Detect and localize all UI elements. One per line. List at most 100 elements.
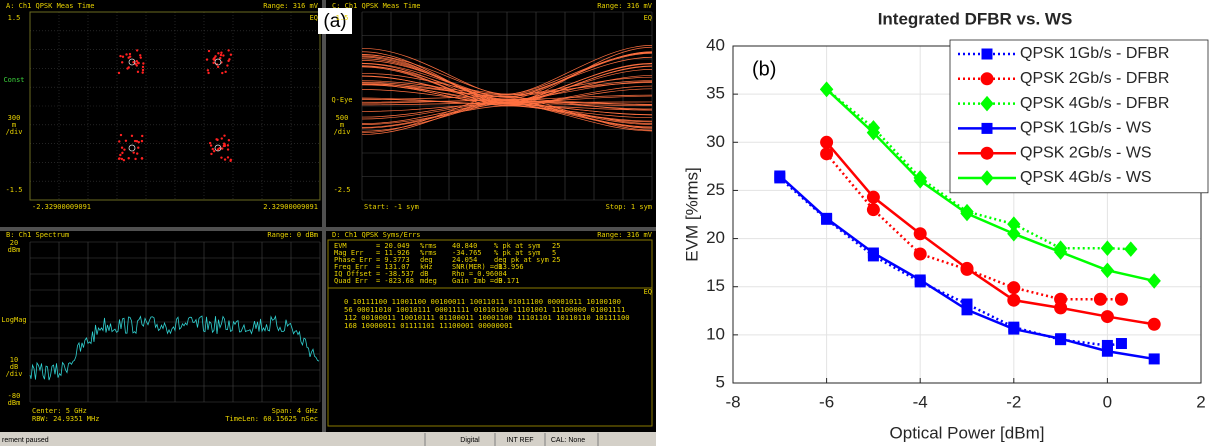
marker	[1115, 293, 1127, 305]
marker	[1008, 282, 1020, 294]
label: Range: 316 mV	[597, 2, 653, 10]
constellation-dot	[214, 55, 216, 57]
marker	[1056, 334, 1066, 344]
marker	[1008, 294, 1020, 306]
marker	[981, 147, 993, 159]
constellation-dot	[140, 56, 142, 58]
page: rement pausedDigitalINT REFCAL: NoneA: C…	[0, 0, 1210, 446]
constellation-dot	[220, 52, 222, 54]
marker	[867, 191, 879, 203]
constellation-dot	[220, 54, 222, 56]
constellation-dot	[210, 144, 212, 146]
constellation-dot	[142, 71, 144, 73]
status-text: CAL: None	[551, 437, 585, 444]
constellation-dot	[128, 66, 130, 68]
constellation-dot	[217, 66, 219, 68]
constellation-dot	[118, 140, 120, 142]
marker	[1055, 302, 1067, 314]
label: -6	[819, 392, 834, 411]
divider	[322, 0, 326, 432]
legend-label: QPSK 2Gb/s - WS	[1020, 144, 1152, 161]
marker	[1102, 346, 1112, 356]
label: Range: 0 dBm	[267, 231, 318, 239]
constellation-dot	[142, 62, 144, 64]
label: RBW: 24.9351 MHz	[32, 415, 99, 423]
constellation-dot	[141, 157, 143, 159]
constellation-dot	[228, 58, 230, 60]
marker	[1149, 354, 1159, 364]
constellation-dot	[128, 157, 130, 159]
constellation-dot	[212, 58, 214, 60]
marker	[821, 136, 833, 148]
constellation-dot	[121, 61, 123, 63]
constellation-dot	[227, 49, 229, 51]
label: Range: 316 mV	[263, 2, 319, 10]
constellation-dot	[223, 143, 225, 145]
label: -8	[725, 392, 740, 411]
label: 25	[552, 256, 560, 264]
label: Q-Eye	[331, 96, 352, 104]
label: 25	[706, 180, 725, 199]
constellation-dot	[207, 69, 209, 71]
constellation-dot	[230, 54, 232, 56]
marker	[1148, 318, 1160, 330]
constellation-dot	[213, 150, 215, 152]
constellation-dot	[227, 156, 229, 158]
constellation-dot	[139, 54, 141, 56]
constellation-dot	[142, 69, 144, 71]
legend-label: QPSK 4Gb/s - DFBR	[1020, 95, 1169, 112]
marker	[914, 248, 926, 260]
legend-label: QPSK 2Gb/s - DFBR	[1020, 70, 1169, 87]
label: Range: 316 mV	[597, 231, 653, 239]
constellation-dot	[120, 134, 122, 136]
constellation-dot	[136, 152, 138, 154]
label: 0	[1103, 392, 1112, 411]
label: 30	[706, 132, 725, 151]
marker	[982, 49, 992, 59]
label: EQ	[644, 14, 652, 22]
label: 168 10000011 01111101 11100001 00000001	[344, 321, 513, 330]
constellation-dot	[207, 72, 209, 74]
label: -2.5	[334, 186, 351, 194]
constellation-dot	[223, 134, 225, 136]
label: LogMag	[1, 316, 26, 324]
label: dBm	[8, 246, 21, 254]
constellation-dot	[125, 53, 127, 55]
label: 2.32900009091	[263, 203, 318, 211]
marker	[915, 275, 925, 285]
constellation-dot	[137, 147, 139, 149]
constellation-dot	[227, 144, 229, 146]
label: -4	[913, 392, 928, 411]
label: Stop: 1 sym	[606, 203, 652, 211]
marker	[961, 262, 973, 274]
constellation-dot	[123, 148, 125, 150]
label: mdeg	[420, 277, 437, 285]
label: 1.5	[336, 14, 349, 22]
label: C: Ch1 QPSK Meas Time	[332, 2, 421, 10]
label: Quad Err	[334, 277, 368, 285]
marker	[982, 123, 992, 133]
constellation-dot	[209, 142, 211, 144]
constellation-dot	[125, 140, 127, 142]
label: 40	[706, 35, 725, 54]
constellation-dot	[118, 72, 120, 74]
constellation-dot	[227, 148, 229, 150]
constellation-dot	[217, 52, 219, 54]
constellation-dot	[121, 147, 123, 149]
constellation-dot	[131, 135, 133, 137]
constellation-dot	[220, 156, 222, 158]
constellation-dot	[224, 71, 226, 73]
marker	[914, 228, 926, 240]
label: dBm	[8, 399, 21, 407]
marker	[1101, 311, 1113, 323]
label: Const	[3, 76, 24, 84]
marker	[867, 204, 879, 216]
label: D: Ch1 QPSK Syms/Errs	[332, 231, 421, 239]
label: Gain Imb = 0.171	[452, 277, 519, 285]
constellation-dot	[118, 157, 120, 159]
constellation-dot	[212, 62, 214, 64]
constellation-dot	[229, 160, 231, 162]
label: 35	[706, 84, 725, 103]
y-axis-label: EVM [%rms]	[682, 167, 701, 261]
label: /div	[6, 128, 23, 136]
